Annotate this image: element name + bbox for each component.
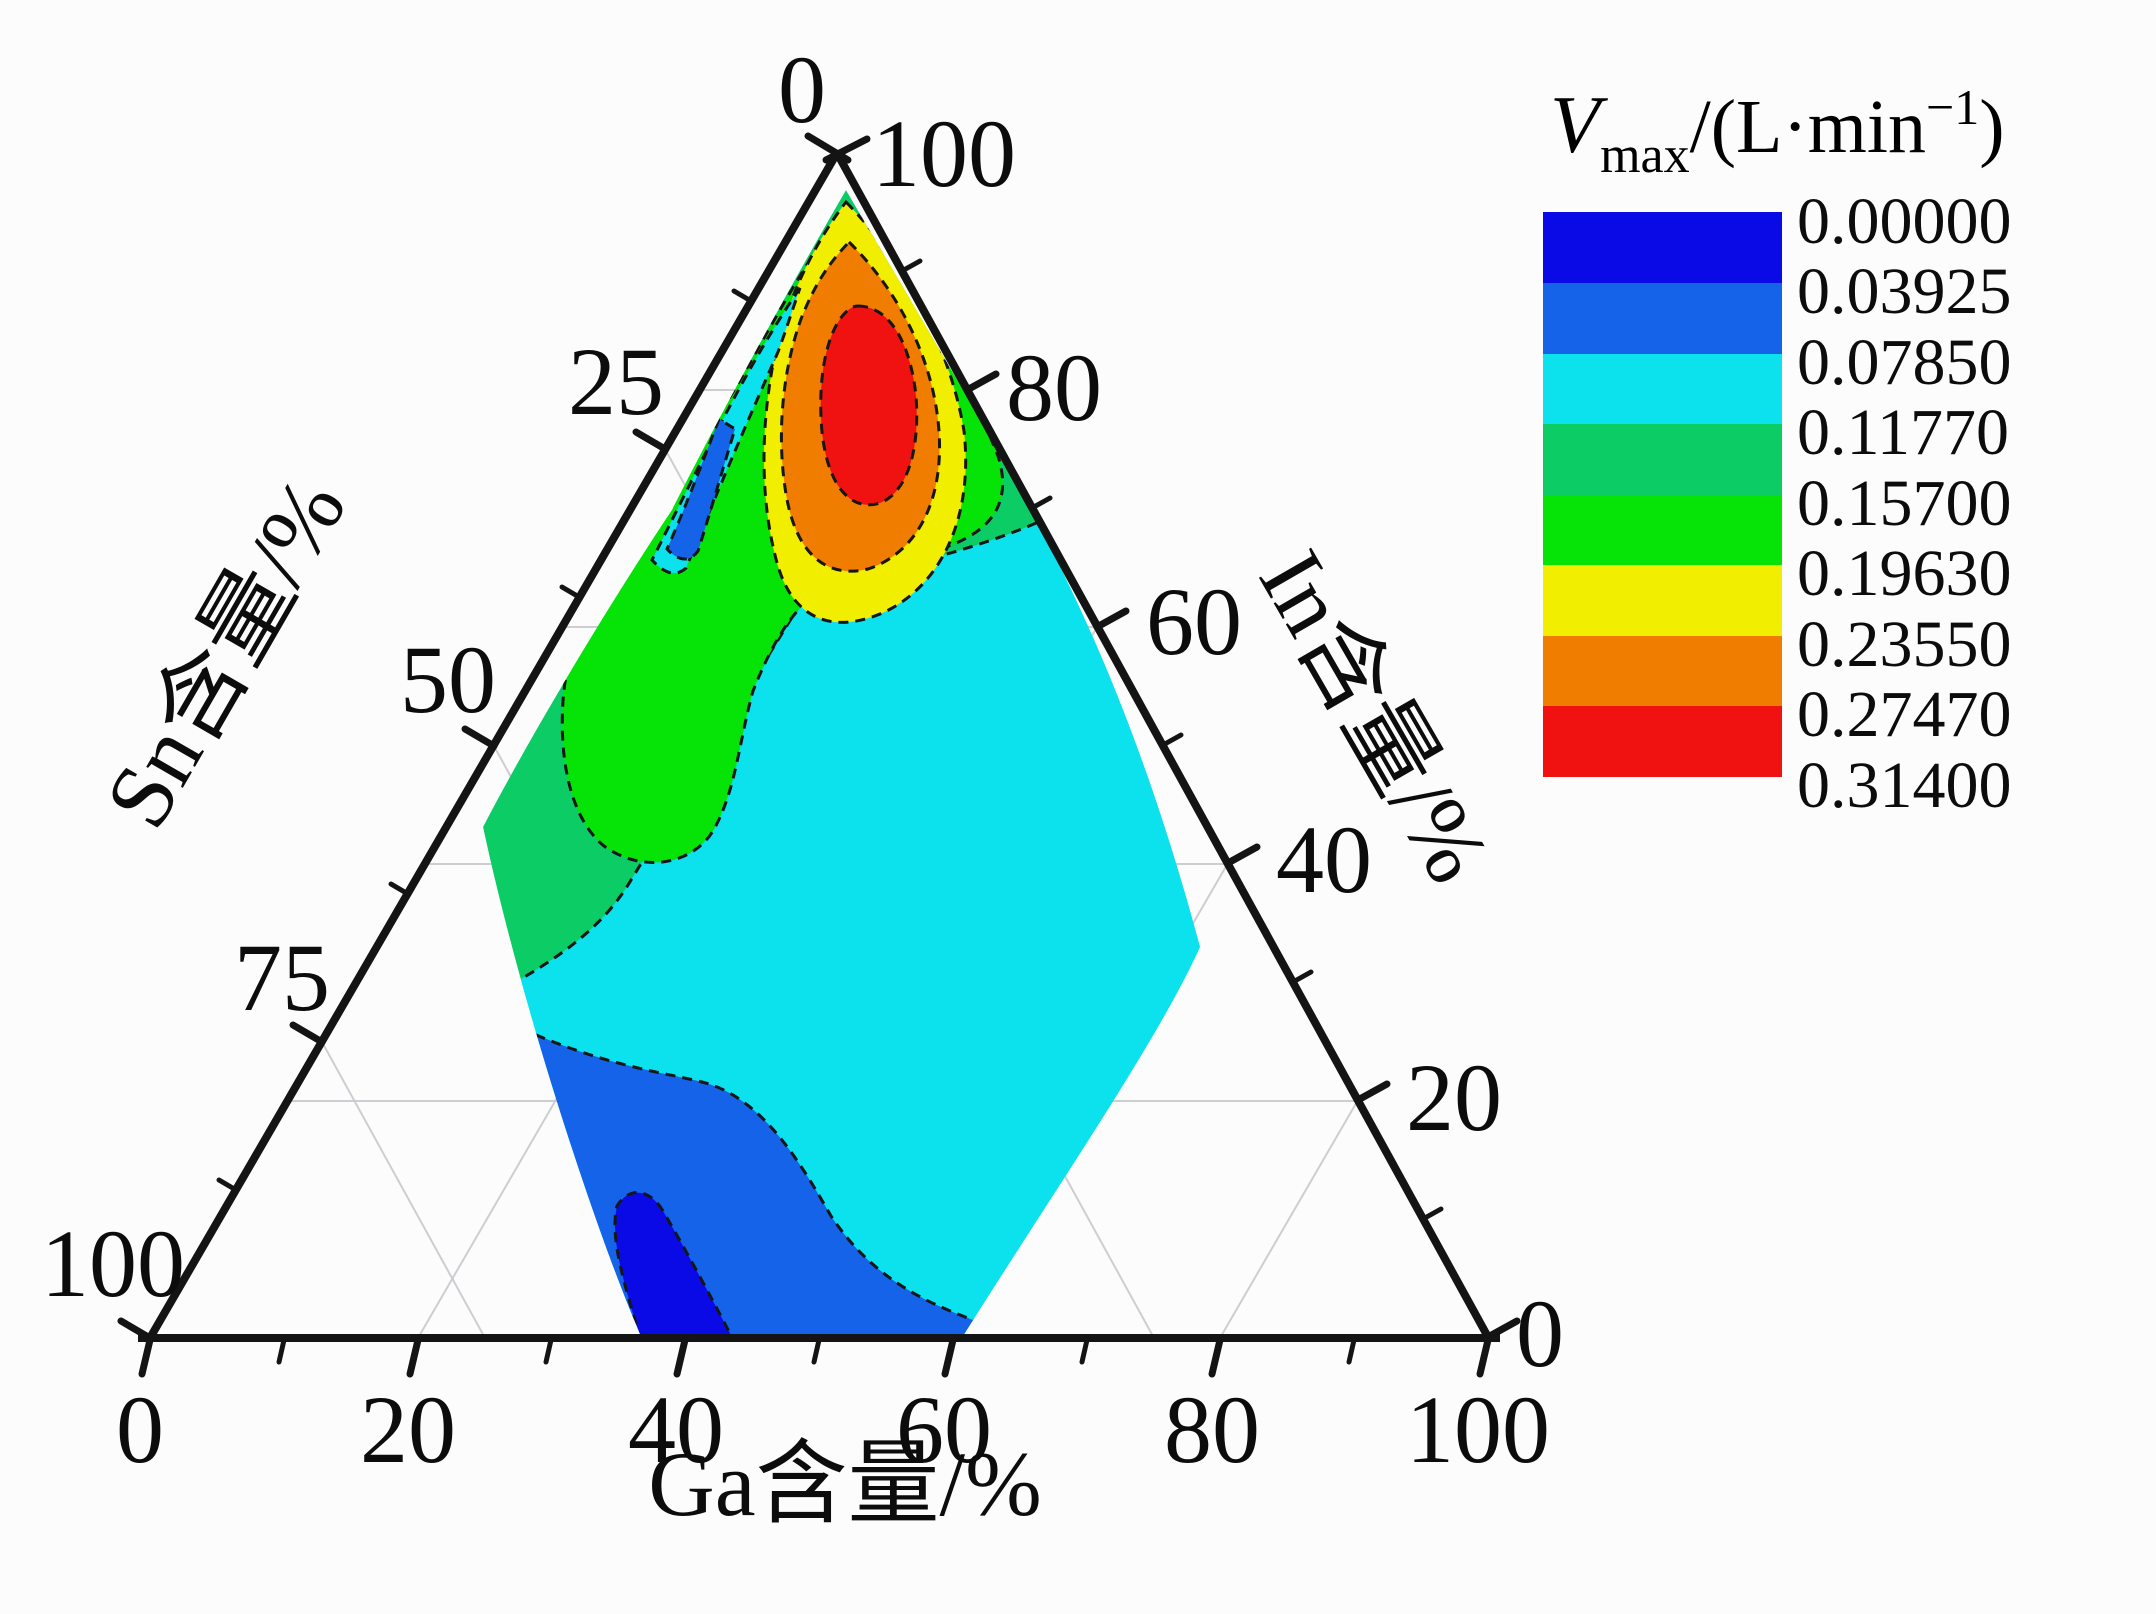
right-axis-minor-tick <box>1290 969 1314 985</box>
right-tick-label-80: 80 <box>1006 334 1102 441</box>
bottom-axis-minor-tick <box>1346 1337 1357 1365</box>
bottom-axis-minor-tick <box>811 1337 822 1365</box>
right-axis-tick-100 <box>822 135 871 164</box>
tick-label-group: 0 25 50 75 100 100 80 60 40 20 0 0 20 40… <box>41 36 1564 1483</box>
bottom-axis-title: Ga含量/% <box>648 1433 1041 1535</box>
bottom-axis-tick-100 <box>1476 1336 1492 1378</box>
left-tick-label-100: 100 <box>41 1210 185 1317</box>
triangle-axes <box>117 132 1521 1378</box>
bottom-axis-tick-60 <box>941 1336 957 1378</box>
bottom-tick-label-80: 80 <box>1164 1376 1260 1483</box>
bottom-tick-label-100: 100 <box>1406 1376 1550 1483</box>
left-axis-minor-tick <box>731 288 754 304</box>
bottom-tick-label-60: 60 <box>896 1376 992 1483</box>
left-axis-minor-tick <box>559 584 582 600</box>
legend-level-label-5: 0.19630 <box>1797 537 2012 610</box>
legend-band-1 <box>1543 212 1782 283</box>
bottom-axis-tick-40 <box>673 1336 689 1378</box>
legend-level-label-7: 0.27470 <box>1797 678 2012 751</box>
legend-band-4 <box>1543 424 1782 495</box>
legend-band-8 <box>1543 706 1782 777</box>
left-axis-minor-tick <box>388 881 411 897</box>
left-axis-tick-75 <box>289 1021 326 1046</box>
legend-title: Vmax/(L·min−1) <box>1550 79 2005 184</box>
right-axis-minor-tick <box>1029 495 1053 511</box>
legend-level-label-0: 0.00000 <box>1797 185 2012 258</box>
right-tick-label-20: 20 <box>1406 1044 1502 1151</box>
contour-field <box>483 190 1200 1336</box>
bottom-axis-tick-80 <box>1208 1336 1224 1378</box>
legend-level-label-4: 0.15700 <box>1797 467 2012 540</box>
contour-band-red-max <box>819 304 919 507</box>
left-axis-tick-50 <box>461 725 498 750</box>
right-axis-tick-20 <box>1354 1080 1391 1104</box>
right-axis-tick-40 <box>1224 843 1261 867</box>
right-tick-label-40: 40 <box>1276 806 1372 913</box>
left-axis-title: Sn含量/% <box>85 461 365 844</box>
legend-level-label-6: 0.23550 <box>1797 608 2012 681</box>
left-tick-label-75: 75 <box>234 924 330 1031</box>
legend-title-sup: −1 <box>1926 79 1979 135</box>
bottom-axis-minor-tick <box>543 1337 554 1365</box>
right-axis-minor-tick <box>1420 1206 1444 1222</box>
legend-title-end: ) <box>1979 85 2004 169</box>
bottom-axis-tick-20 <box>406 1336 422 1378</box>
left-axis-minor-tick <box>216 1177 239 1193</box>
legend-title-var: V <box>1550 79 1608 170</box>
colorbar-legend: Vmax/(L·min−1) 0.00000 0.03925 0.07850 0… <box>1543 79 2012 822</box>
gridline-sn-75 <box>321 1041 486 1339</box>
contour-band-darkblue-min <box>613 1191 737 1336</box>
left-axis-tick-100 <box>117 1317 154 1342</box>
right-axis-minor-tick <box>1160 732 1184 748</box>
bottom-axis-minor-tick <box>276 1337 287 1365</box>
legend-title-mid: /(L·min <box>1690 85 1926 169</box>
bottom-tick-label-20: 20 <box>360 1376 456 1483</box>
right-axis-tick-60 <box>1093 607 1130 631</box>
left-tick-label-50: 50 <box>400 626 496 733</box>
legend-title-sub: max <box>1600 127 1690 184</box>
legend-level-label-1: 0.03925 <box>1797 255 2012 328</box>
legend-band-2 <box>1543 283 1782 354</box>
bottom-axis-tick-0 <box>138 1336 154 1378</box>
legend-band-6 <box>1543 565 1782 636</box>
legend-level-label-3: 0.11770 <box>1797 396 2009 469</box>
bottom-tick-label-0: 0 <box>116 1376 164 1483</box>
bottom-axis-minor-tick <box>1079 1337 1090 1365</box>
left-axis-tick-25 <box>632 428 669 453</box>
right-axis-tick-0 <box>1484 1317 1521 1341</box>
right-axis-minor-tick <box>899 258 923 274</box>
legend-band-3 <box>1543 354 1782 424</box>
bottom-tick-label-40: 40 <box>628 1376 724 1483</box>
right-tick-label-60: 60 <box>1146 568 1242 675</box>
legend-level-label-2: 0.07850 <box>1797 326 2012 399</box>
contour-patch-blue-upper-left <box>665 416 737 561</box>
right-tick-label-0: 0 <box>1516 1280 1564 1387</box>
legend-band-7 <box>1543 636 1782 706</box>
legend-level-label-8: 0.31400 <box>1797 749 2012 822</box>
right-tick-label-100: 100 <box>872 100 1016 207</box>
legend-band-5 <box>1543 495 1782 565</box>
left-tick-label-25: 25 <box>568 328 664 435</box>
gridline-ga-80 <box>1219 1099 1359 1339</box>
left-tick-label-0: 0 <box>778 36 826 143</box>
right-axis-tick-80 <box>963 370 1000 394</box>
